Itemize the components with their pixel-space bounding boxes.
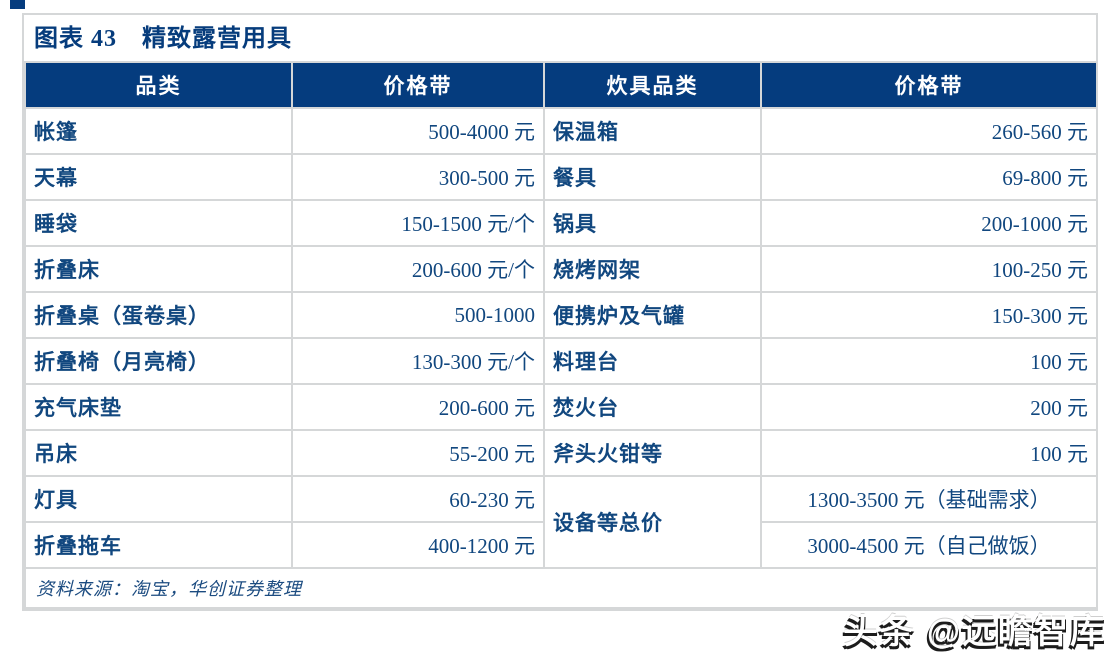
camping-gear-price-table: 品类 价格带 炊具品类 价格带 帐篷 500-4000 元 保温箱 260-56… bbox=[24, 61, 1098, 609]
price-cell: 400-1200 元 bbox=[291, 521, 545, 569]
col-header-cookware: 炊具品类 bbox=[543, 61, 762, 109]
table-row: 灯具 60-230 元 设备等总价 1300-3500 元（基础需求） bbox=[24, 475, 1098, 569]
cookware-price-cell: 200-1000 元 bbox=[760, 199, 1098, 247]
cookware-price-cell: 150-300 元 bbox=[760, 291, 1098, 339]
table-header-row: 品类 价格带 炊具品类 价格带 bbox=[24, 61, 1098, 109]
col-header-category: 品类 bbox=[24, 61, 293, 109]
cookware-price-cell: 100 元 bbox=[760, 337, 1098, 385]
table-row: 折叠椅（月亮椅） 130-300 元/个 料理台 100 元 bbox=[24, 337, 1098, 385]
category-cell: 折叠床 bbox=[24, 245, 293, 293]
table-row: 折叠拖车 400-1200 元 3000-4500 元（自己做饭） bbox=[24, 521, 1098, 569]
cookware-cell: 料理台 bbox=[543, 337, 762, 385]
table-row: 充气床垫 200-600 元 焚火台 200 元 bbox=[24, 383, 1098, 431]
category-cell: 天幕 bbox=[24, 153, 293, 201]
price-cell: 500-1000 bbox=[291, 291, 545, 339]
cookware-merged-cell: 设备等总价 bbox=[543, 475, 762, 569]
price-cell: 130-300 元/个 bbox=[291, 337, 545, 385]
figure-container: 图表 43 精致露营用具 品类 价格带 炊具品类 价格带 帐篷 500-4000… bbox=[22, 13, 1098, 611]
table-row: 天幕 300-500 元 餐具 69-800 元 bbox=[24, 153, 1098, 201]
col-header-price-band: 价格带 bbox=[291, 61, 545, 109]
figure-title: 图表 43 精致露营用具 bbox=[34, 26, 292, 52]
category-cell: 折叠拖车 bbox=[24, 521, 293, 569]
table-row: 睡袋 150-1500 元/个 锅具 200-1000 元 bbox=[24, 199, 1098, 247]
price-cell: 60-230 元 bbox=[291, 475, 545, 523]
cookware-cell: 烧烤网架 bbox=[543, 245, 762, 293]
price-cell: 200-600 元/个 bbox=[291, 245, 545, 293]
price-cell: 300-500 元 bbox=[291, 153, 545, 201]
category-cell: 折叠椅（月亮椅） bbox=[24, 337, 293, 385]
price-cell: 55-200 元 bbox=[291, 429, 545, 477]
price-cell: 150-1500 元/个 bbox=[291, 199, 545, 247]
cookware-cell: 保温箱 bbox=[543, 107, 762, 155]
cookware-cell: 便携炉及气罐 bbox=[543, 291, 762, 339]
watermark-text: 头条 @远瞻智库 bbox=[843, 613, 1106, 651]
category-cell: 吊床 bbox=[24, 429, 293, 477]
page-top-accent-mark bbox=[10, 0, 25, 9]
cookware-price-cell: 3000-4500 元（自己做饭） bbox=[760, 521, 1098, 569]
price-cell: 500-4000 元 bbox=[291, 107, 545, 155]
cookware-cell: 锅具 bbox=[543, 199, 762, 247]
cookware-cell: 焚火台 bbox=[543, 383, 762, 431]
source-row: 资料来源：淘宝，华创证券整理 bbox=[24, 567, 1098, 609]
cookware-price-cell: 100 元 bbox=[760, 429, 1098, 477]
category-cell: 折叠桌（蛋卷桌） bbox=[24, 291, 293, 339]
cookware-price-cell: 200 元 bbox=[760, 383, 1098, 431]
table-row: 折叠桌（蛋卷桌） 500-1000 便携炉及气罐 150-300 元 bbox=[24, 291, 1098, 339]
category-cell: 灯具 bbox=[24, 475, 293, 523]
cookware-price-cell: 260-560 元 bbox=[760, 107, 1098, 155]
table-row: 帐篷 500-4000 元 保温箱 260-560 元 bbox=[24, 107, 1098, 155]
source-note: 资料来源：淘宝，华创证券整理 bbox=[24, 567, 1098, 609]
price-cell: 200-600 元 bbox=[291, 383, 545, 431]
table-row: 吊床 55-200 元 斧头火钳等 100 元 bbox=[24, 429, 1098, 477]
category-cell: 帐篷 bbox=[24, 107, 293, 155]
cookware-price-cell: 69-800 元 bbox=[760, 153, 1098, 201]
col-header-cookware-price: 价格带 bbox=[760, 61, 1098, 109]
cookware-cell: 餐具 bbox=[543, 153, 762, 201]
category-cell: 充气床垫 bbox=[24, 383, 293, 431]
cookware-price-cell: 100-250 元 bbox=[760, 245, 1098, 293]
category-cell: 睡袋 bbox=[24, 199, 293, 247]
table-row: 折叠床 200-600 元/个 烧烤网架 100-250 元 bbox=[24, 245, 1098, 293]
cookware-price-cell: 1300-3500 元（基础需求） bbox=[760, 475, 1098, 523]
cookware-cell: 斧头火钳等 bbox=[543, 429, 762, 477]
